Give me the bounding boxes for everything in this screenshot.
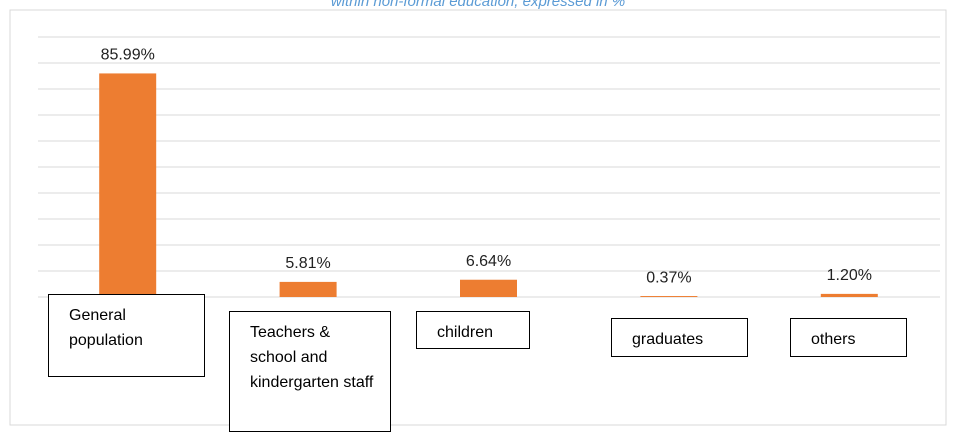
category-label: others [790,318,907,357]
data-label: 0.37% [646,269,691,286]
category-label: children [416,311,530,349]
bar [640,296,698,297]
data-label: 85.99% [101,47,155,64]
data-label: 5.81% [285,255,330,272]
bar [820,293,878,297]
bar [460,279,517,297]
category-label: General population [48,294,205,377]
bar [279,281,337,297]
data-label: 1.20% [827,267,872,284]
chart-title: within non-formal education, expressed i… [331,0,625,10]
data-label: 6.64% [466,253,511,270]
category-label: Teachers & school and kindergarten staff [229,311,391,432]
category-label: graduates [611,318,748,357]
bar [99,73,157,298]
chart-frame [9,9,947,426]
